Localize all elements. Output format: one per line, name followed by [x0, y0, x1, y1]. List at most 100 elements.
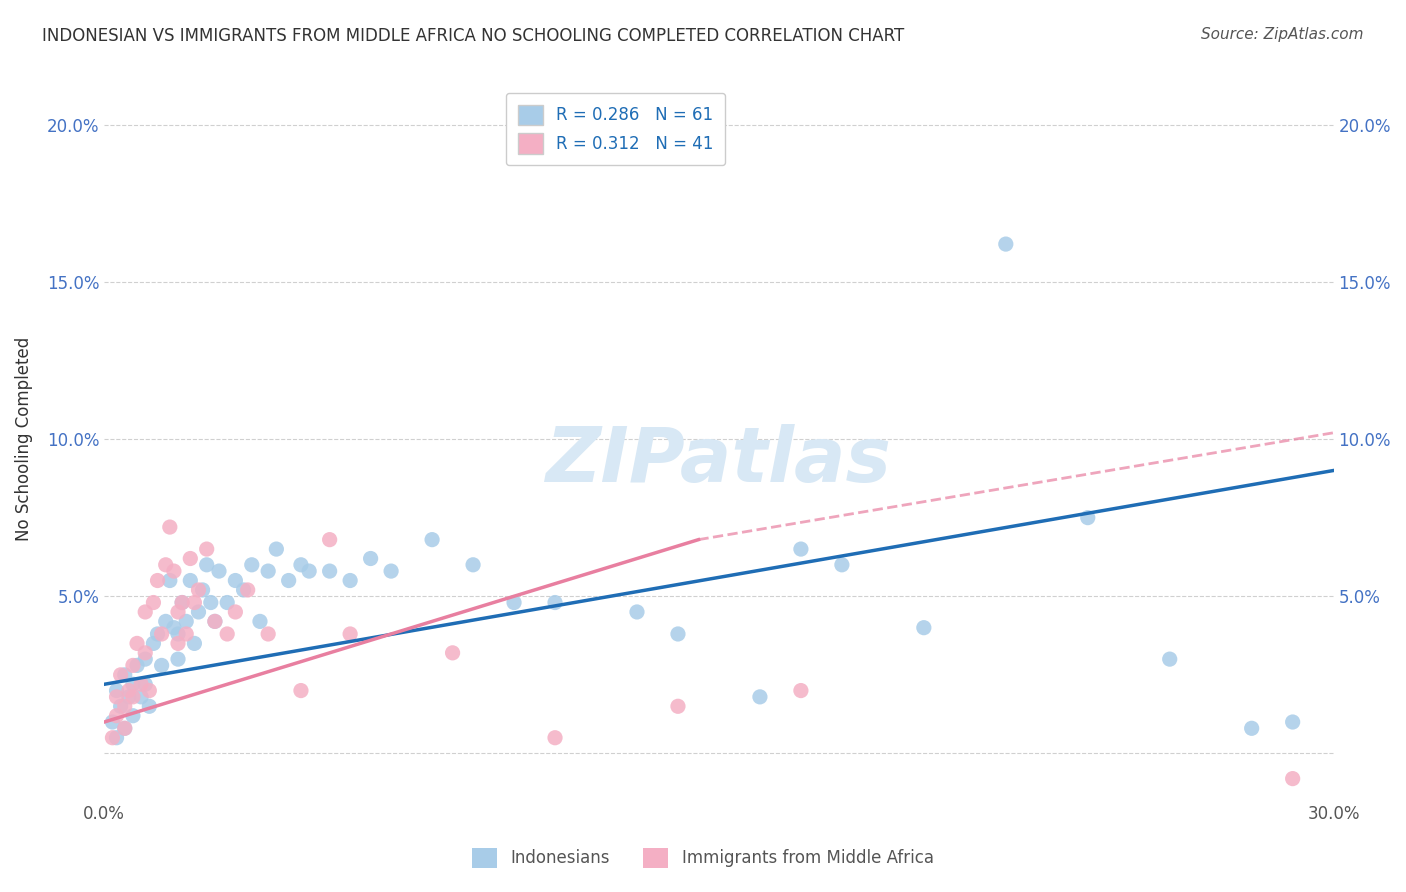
Point: [101, 714, 124, 729]
Point: [195, 542, 218, 557]
Point: [174, 615, 197, 629]
Point: [441, 646, 464, 660]
Point: [129, 690, 152, 704]
Point: [360, 551, 382, 566]
Point: [114, 668, 136, 682]
Point: [217, 627, 239, 641]
Point: [159, 520, 181, 534]
Legend: R = 0.286   N = 61, R = 0.312   N = 41: R = 0.286 N = 61, R = 0.312 N = 41: [506, 93, 725, 165]
Text: INDONESIAN VS IMMIGRANTS FROM MIDDLE AFRICA NO SCHOOLING COMPLETED CORRELATION C: INDONESIAN VS IMMIGRANTS FROM MIDDLE AFR…: [42, 27, 904, 45]
Point: [208, 564, 231, 578]
Point: [380, 564, 402, 578]
Y-axis label: No Schooling Completed: No Schooling Completed: [15, 337, 32, 541]
Point: [266, 542, 288, 557]
Point: [204, 615, 226, 629]
Point: [122, 677, 145, 691]
Point: [183, 595, 205, 609]
Point: [339, 627, 361, 641]
Point: [1281, 772, 1303, 786]
Point: [150, 627, 173, 641]
Point: [122, 690, 145, 704]
Point: [134, 677, 156, 691]
Point: [544, 731, 567, 745]
Point: [257, 627, 280, 641]
Point: [142, 636, 165, 650]
Point: [232, 582, 254, 597]
Point: [114, 699, 136, 714]
Point: [163, 621, 186, 635]
Point: [134, 652, 156, 666]
Point: [191, 582, 214, 597]
Text: Source: ZipAtlas.com: Source: ZipAtlas.com: [1201, 27, 1364, 42]
Point: [172, 595, 194, 609]
Point: [179, 551, 201, 566]
Point: [236, 582, 259, 597]
Point: [125, 636, 148, 650]
Point: [146, 574, 169, 588]
Point: [240, 558, 263, 572]
Point: [461, 558, 484, 572]
Point: [155, 558, 177, 572]
Point: [277, 574, 299, 588]
Point: [122, 708, 145, 723]
Point: [666, 627, 689, 641]
Point: [195, 558, 218, 572]
Point: [105, 690, 128, 704]
Point: [1240, 721, 1263, 735]
Point: [790, 542, 813, 557]
Point: [257, 564, 280, 578]
Point: [167, 627, 190, 641]
Point: [318, 564, 340, 578]
Point: [420, 533, 443, 547]
Point: [172, 595, 194, 609]
Point: [290, 683, 312, 698]
Point: [138, 683, 160, 698]
Point: [187, 582, 209, 597]
Point: [125, 658, 148, 673]
Point: [290, 558, 312, 572]
Point: [105, 731, 128, 745]
Point: [298, 564, 321, 578]
Point: [110, 668, 132, 682]
Point: [666, 699, 689, 714]
Text: ZIPatlas: ZIPatlas: [546, 424, 891, 498]
Point: [110, 699, 132, 714]
Point: [167, 636, 190, 650]
Point: [1077, 510, 1099, 524]
Point: [114, 721, 136, 735]
Point: [142, 595, 165, 609]
Legend: Indonesians, Immigrants from Middle Africa: Indonesians, Immigrants from Middle Afri…: [465, 841, 941, 875]
Point: [129, 677, 152, 691]
Point: [183, 636, 205, 650]
Point: [114, 721, 136, 735]
Point: [748, 690, 770, 704]
Point: [187, 605, 209, 619]
Point: [179, 574, 201, 588]
Point: [339, 574, 361, 588]
Point: [626, 605, 648, 619]
Point: [174, 627, 197, 641]
Point: [155, 615, 177, 629]
Point: [159, 574, 181, 588]
Point: [105, 683, 128, 698]
Point: [224, 605, 246, 619]
Point: [101, 731, 124, 745]
Point: [146, 627, 169, 641]
Point: [138, 699, 160, 714]
Point: [118, 690, 141, 704]
Point: [994, 237, 1017, 252]
Point: [544, 595, 567, 609]
Point: [150, 658, 173, 673]
Point: [249, 615, 271, 629]
Point: [105, 708, 128, 723]
Point: [118, 683, 141, 698]
Point: [200, 595, 222, 609]
Point: [217, 595, 239, 609]
Point: [134, 605, 156, 619]
Point: [134, 646, 156, 660]
Point: [831, 558, 853, 572]
Point: [790, 683, 813, 698]
Point: [1281, 714, 1303, 729]
Point: [163, 564, 186, 578]
Point: [318, 533, 340, 547]
